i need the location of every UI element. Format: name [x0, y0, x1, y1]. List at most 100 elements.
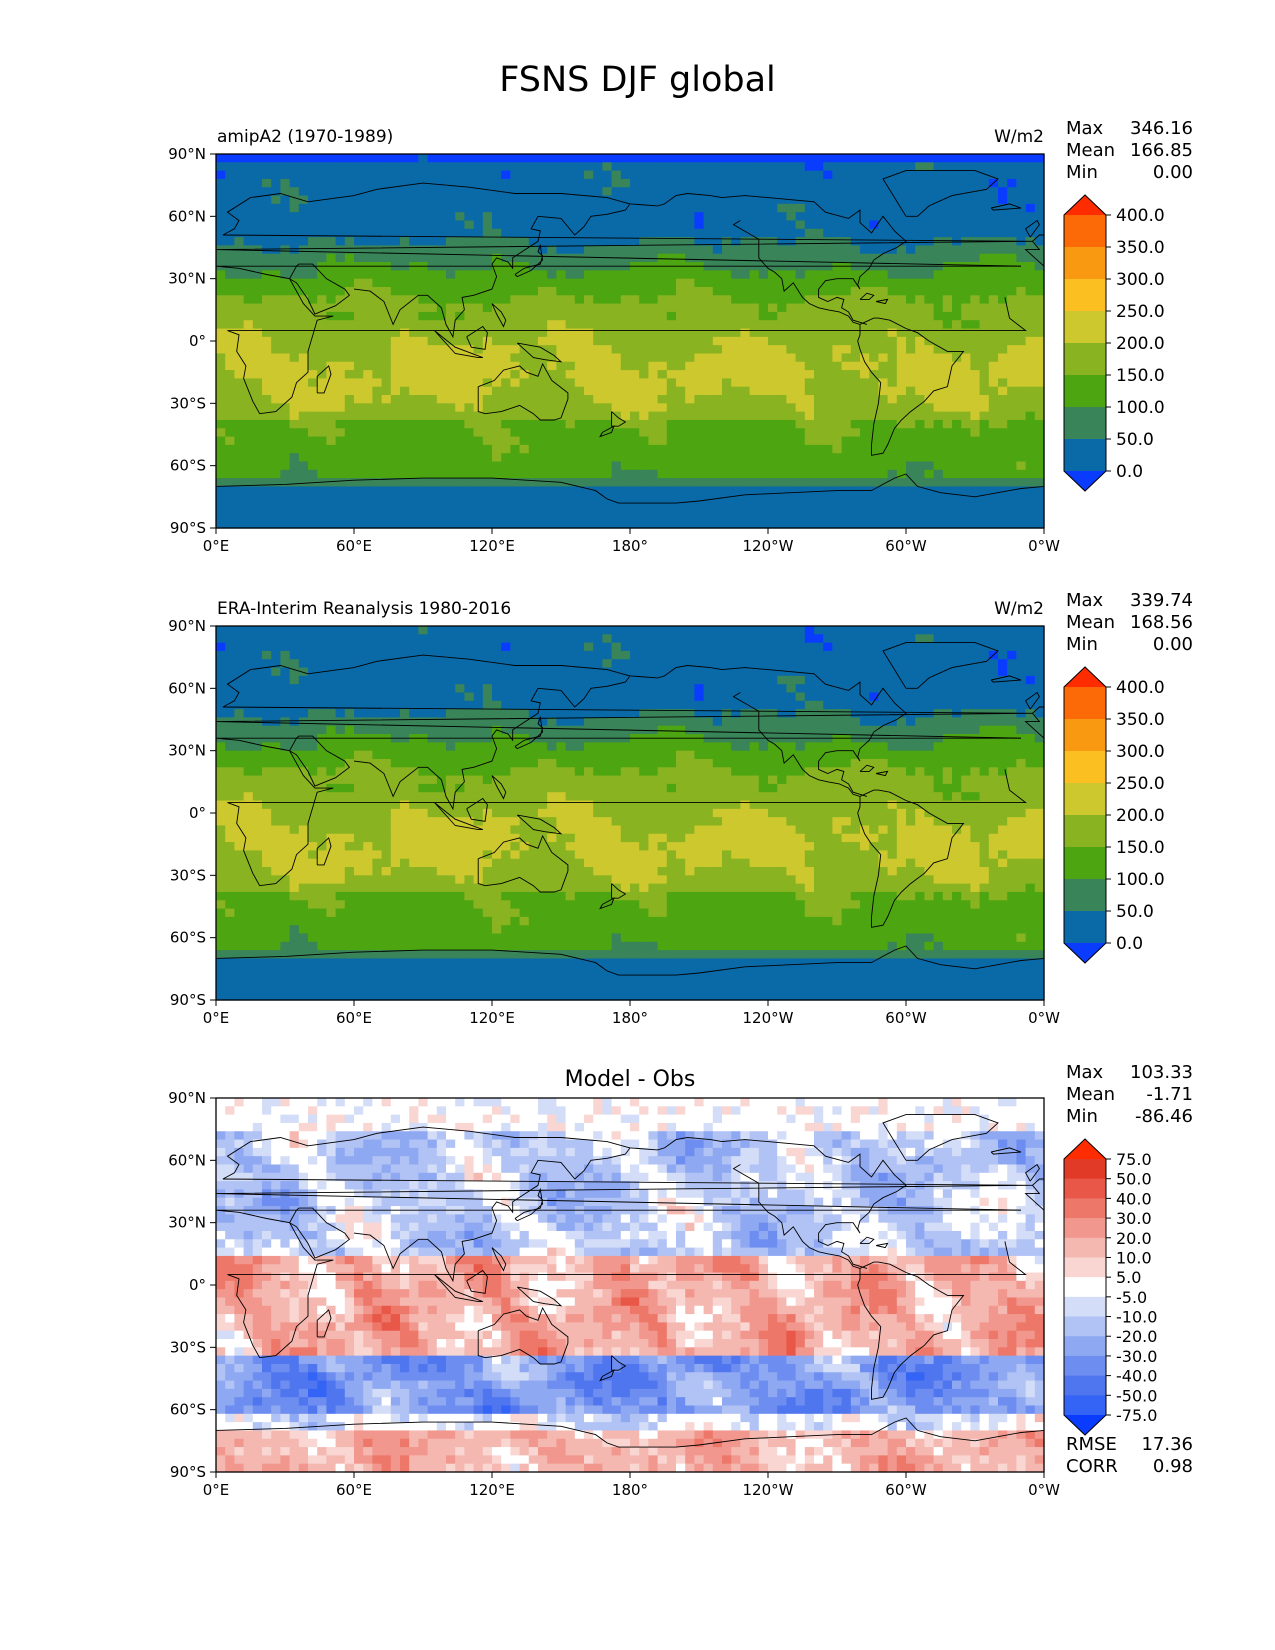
field-cell: [436, 336, 447, 346]
field-cell: [630, 503, 640, 512]
field-cell: [988, 428, 999, 438]
field-cell: [482, 511, 493, 521]
field-cell: [657, 361, 668, 371]
field-cell: [970, 650, 981, 660]
field-cell: [933, 503, 944, 512]
field-cell: [620, 626, 631, 635]
field-cell: [906, 162, 916, 172]
field-cell: [786, 311, 797, 321]
field-cell: [1016, 345, 1027, 355]
field-cell: [749, 461, 760, 471]
field-cell: [694, 195, 705, 205]
field-cell: [492, 345, 502, 355]
field-cell: [998, 403, 1008, 413]
field-cell: [906, 659, 916, 669]
field-cell: [758, 494, 769, 504]
field-cell: [1034, 303, 1045, 313]
field-cell: [390, 453, 401, 463]
field-cell: [896, 286, 907, 296]
field-cell: [262, 253, 272, 263]
field-cell: [786, 403, 797, 413]
field-cell: [896, 486, 907, 496]
field-cell: [639, 453, 649, 463]
field-cell: [427, 461, 438, 471]
field-cell: [988, 659, 999, 669]
field-cell: [657, 154, 668, 163]
field-cell: [455, 378, 465, 388]
field-cell: [648, 245, 659, 255]
field-cell: [933, 220, 944, 230]
field-cell: [758, 419, 769, 429]
field-cell: [722, 311, 732, 321]
field-cell: [216, 295, 226, 305]
field-cell: [216, 212, 226, 222]
field-cell: [473, 469, 484, 479]
field-cell: [446, 203, 456, 213]
field-cell: [896, 519, 907, 529]
field-cell: [657, 336, 668, 346]
field-cell: [455, 503, 465, 512]
field-cell: [648, 286, 659, 296]
field-cell: [1007, 634, 1017, 644]
field-cell: [354, 212, 364, 222]
field-cell: [758, 162, 769, 172]
stat-min-value: 0.00: [1153, 162, 1193, 183]
field-cell: [860, 187, 870, 197]
field-cell: [1007, 270, 1017, 280]
field-cell: [758, 634, 769, 644]
field-cell: [234, 494, 245, 504]
field-cell: [482, 345, 493, 355]
field-cell: [593, 395, 603, 404]
field-cell: [795, 220, 806, 230]
field-cell: [685, 170, 695, 180]
field-cell: [841, 370, 852, 379]
field-cell: [804, 195, 815, 205]
field-cell: [666, 486, 677, 496]
field-cell: [528, 203, 539, 213]
field-cell: [565, 411, 576, 421]
field-cell: [942, 187, 953, 197]
field-cell: [630, 370, 640, 379]
field-cell: [924, 478, 935, 488]
field-cell: [630, 411, 640, 421]
field-cell: [841, 170, 852, 180]
field-cell: [473, 345, 484, 355]
field-cell: [703, 642, 714, 652]
field-cell: [952, 187, 962, 197]
field-cell: [887, 212, 898, 222]
colorbar-segment: [1064, 279, 1106, 312]
field-cell: [436, 361, 447, 371]
field-cell: [961, 461, 971, 471]
field-cell: [639, 395, 649, 404]
coastline: [316, 365, 332, 394]
field-cell: [961, 345, 971, 355]
field-cell: [427, 303, 438, 313]
field-cell: [666, 692, 677, 702]
field-cell: [942, 494, 953, 504]
field-cell: [777, 478, 787, 488]
field-cell: [289, 675, 300, 685]
field-cell: [657, 444, 668, 454]
field-cell: [998, 436, 1008, 446]
field-cell: [740, 328, 751, 338]
field-cell: [528, 486, 539, 496]
field-cell: [804, 692, 815, 702]
field-cell: [860, 642, 870, 652]
field-cell: [786, 494, 797, 504]
field-cell: [749, 162, 760, 172]
field-cell: [409, 203, 419, 213]
field-cell: [942, 478, 953, 488]
field-cell: [519, 453, 530, 463]
field-cell: [538, 511, 548, 521]
field-cell: [602, 245, 613, 255]
field-cell: [620, 361, 631, 371]
field-cell: [593, 486, 603, 496]
field-cell: [565, 403, 576, 413]
field-cell: [878, 626, 889, 635]
field-cell: [344, 237, 355, 247]
field-cell: [390, 328, 401, 338]
field-cell: [979, 659, 990, 669]
field-cell: [685, 511, 695, 521]
coastlines: [215, 170, 1045, 504]
field-cell: [758, 203, 769, 213]
